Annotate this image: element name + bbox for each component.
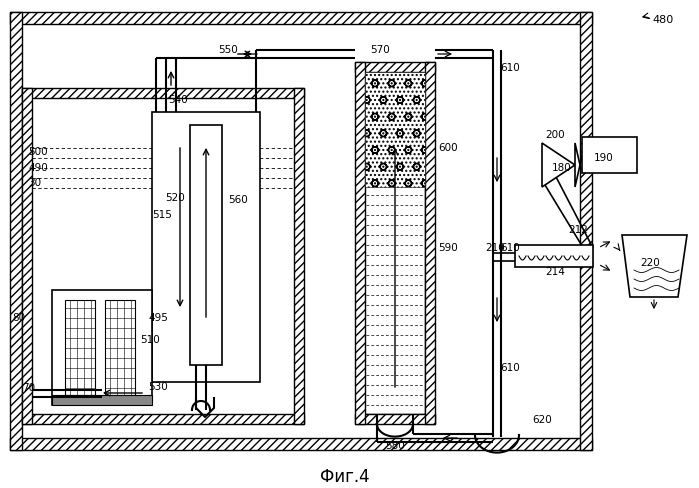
Bar (22, 414, 304, 424)
Polygon shape (622, 235, 687, 297)
Bar (152, 112, 260, 382)
Polygon shape (542, 143, 575, 187)
Bar (65, 300, 95, 395)
Text: 210: 210 (485, 243, 505, 253)
Text: 515: 515 (152, 210, 172, 220)
Bar (365, 72, 425, 414)
Text: 200: 200 (545, 130, 565, 140)
Bar (515, 245, 593, 267)
Text: 180: 180 (552, 163, 572, 173)
Bar (52, 290, 152, 405)
Bar (190, 125, 222, 365)
Text: 520: 520 (165, 193, 185, 203)
Bar (10, 438, 592, 450)
Text: 480: 480 (652, 15, 673, 25)
Bar (294, 88, 304, 424)
Text: 212: 212 (568, 225, 588, 235)
Text: 610: 610 (500, 363, 520, 373)
Bar (32, 98, 294, 414)
Bar (22, 88, 304, 98)
Text: 610: 610 (500, 243, 520, 253)
Text: 610: 610 (500, 63, 520, 73)
Text: 30: 30 (28, 178, 41, 188)
Text: 540: 540 (168, 95, 188, 105)
Polygon shape (575, 143, 580, 187)
Bar (52, 395, 152, 405)
Text: 560: 560 (228, 195, 247, 205)
Text: 70: 70 (22, 383, 35, 393)
Text: 190: 190 (594, 153, 614, 163)
Text: 580: 580 (385, 441, 405, 451)
Text: 80: 80 (12, 313, 25, 323)
Bar (355, 414, 435, 424)
Bar (105, 300, 135, 395)
Bar (425, 62, 435, 424)
Text: 495: 495 (148, 313, 168, 323)
Bar (365, 72, 425, 187)
Text: 590: 590 (438, 243, 458, 253)
Text: Фиг.4: Фиг.4 (320, 468, 370, 486)
Text: 550: 550 (218, 45, 238, 55)
Bar (22, 88, 32, 424)
Bar (22, 24, 580, 438)
Text: 214: 214 (545, 267, 565, 277)
Bar (582, 137, 637, 173)
Text: 490: 490 (28, 163, 48, 173)
Text: 510: 510 (140, 335, 160, 345)
Bar (355, 62, 365, 424)
Text: 220: 220 (640, 258, 660, 268)
Bar (355, 62, 435, 72)
Text: 500: 500 (28, 147, 48, 157)
Text: 600: 600 (438, 143, 458, 153)
Text: 570: 570 (370, 45, 390, 55)
Bar (10, 12, 22, 450)
Text: 530: 530 (148, 382, 168, 392)
Text: 620: 620 (532, 415, 552, 425)
Bar (580, 12, 592, 450)
Bar (10, 12, 592, 24)
